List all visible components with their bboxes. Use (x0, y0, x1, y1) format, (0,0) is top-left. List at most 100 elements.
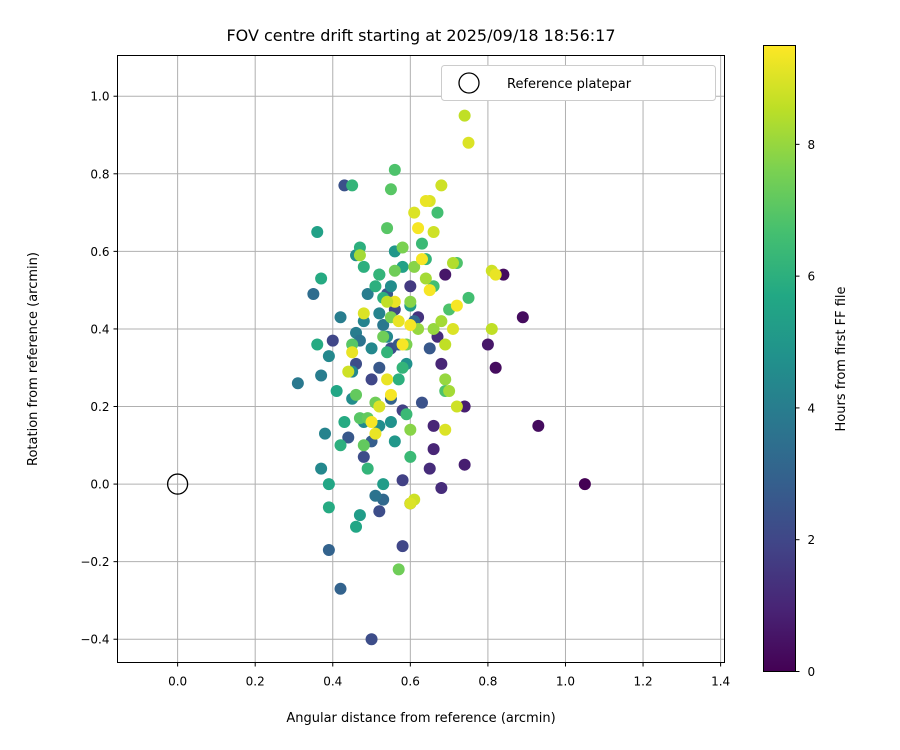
data-point (578, 478, 591, 491)
data-point (392, 373, 405, 386)
legend: Reference platepar (441, 65, 716, 101)
y-tick-label: −0.2 (80, 555, 109, 569)
data-point (446, 257, 459, 270)
data-point (311, 338, 324, 351)
data-point (435, 179, 448, 192)
data-point (404, 497, 417, 510)
data-point (369, 427, 382, 440)
data-point (322, 350, 335, 363)
data-point (388, 163, 401, 176)
data-point (404, 295, 417, 308)
data-point (384, 183, 397, 196)
data-point (346, 346, 359, 359)
data-point (388, 264, 401, 277)
data-point (365, 373, 378, 386)
data-point (396, 241, 409, 254)
data-point (361, 288, 374, 301)
y-tick-label: 0.6 (90, 245, 109, 259)
data-point (365, 633, 378, 646)
data-point (307, 288, 320, 301)
data-point (435, 481, 448, 494)
data-point (400, 408, 413, 421)
y-axis-ticks: −0.4 −0.2 0.0 0.2 0.4 0.6 0.8 1.0 (80, 90, 118, 647)
data-point (415, 237, 428, 250)
data-point (462, 136, 475, 149)
x-tick-label: 0.6 (401, 675, 420, 689)
data-point (319, 427, 332, 440)
data-point (350, 388, 363, 401)
colorbar-tick-label: 4 (808, 401, 816, 415)
x-axis-label: Angular distance from reference (arcmin) (286, 711, 555, 726)
colorbar-tick-label: 6 (808, 270, 816, 284)
data-point (489, 361, 502, 374)
data-point (423, 284, 436, 297)
data-point (357, 439, 370, 452)
x-tick-label: 1.2 (634, 675, 653, 689)
data-point (419, 272, 432, 285)
data-point (330, 384, 343, 397)
data-point (458, 109, 471, 122)
data-point (342, 431, 355, 444)
data-point (315, 462, 328, 475)
data-point (353, 509, 366, 522)
data-point (427, 322, 440, 335)
data-point (396, 338, 409, 351)
data-point (450, 299, 463, 312)
data-point (334, 439, 347, 452)
data-point (396, 540, 409, 553)
data-point (435, 357, 448, 370)
data-point (377, 319, 390, 332)
data-point (419, 194, 432, 207)
data-point (427, 225, 440, 238)
data-point (357, 450, 370, 463)
data-point (423, 342, 436, 355)
data-point (291, 377, 304, 390)
data-point (423, 462, 436, 475)
data-point (315, 369, 328, 382)
colorbar-ticks: 0 2 4 6 8 (795, 138, 816, 679)
data-point (404, 280, 417, 293)
data-point (415, 253, 428, 266)
data-point (322, 501, 335, 514)
data-point (342, 365, 355, 378)
data-points (291, 109, 591, 646)
data-point (489, 268, 502, 281)
grid-lines (117, 55, 725, 663)
colorbar-tick-label: 0 (808, 665, 816, 679)
data-point (334, 582, 347, 595)
data-point (334, 311, 347, 324)
y-tick-label: 0.2 (90, 400, 109, 414)
x-tick-label: 0.2 (246, 675, 265, 689)
data-point (392, 315, 405, 328)
data-point (439, 373, 452, 386)
data-point (377, 330, 390, 343)
data-point (369, 489, 382, 502)
data-point (462, 291, 475, 304)
data-point (384, 280, 397, 293)
colorbar-tick-label: 8 (808, 138, 816, 152)
data-point (439, 423, 452, 436)
data-point (415, 396, 428, 409)
colorbar-gradient (763, 45, 796, 672)
data-point (427, 419, 440, 432)
chart-title: FOV centre drift starting at 2025/09/18 … (226, 26, 615, 45)
x-tick-label: 1.4 (711, 675, 730, 689)
data-point (338, 416, 351, 429)
data-point (404, 450, 417, 463)
colorbar-label: Hours from first FF file (834, 286, 849, 431)
data-point (353, 249, 366, 262)
x-tick-label: 0.0 (168, 675, 187, 689)
y-tick-label: 0.8 (90, 167, 109, 181)
x-tick-label: 0.8 (478, 675, 497, 689)
data-point (377, 478, 390, 491)
data-point (396, 474, 409, 487)
data-point (408, 206, 421, 219)
data-point (350, 520, 363, 533)
data-point (450, 400, 463, 413)
data-point (373, 307, 386, 320)
data-point (381, 373, 394, 386)
x-axis-ticks: 0.0 0.2 0.4 0.6 0.8 1.0 1.2 1.4 (168, 662, 730, 689)
legend-marker (458, 72, 480, 94)
data-point (439, 338, 452, 351)
